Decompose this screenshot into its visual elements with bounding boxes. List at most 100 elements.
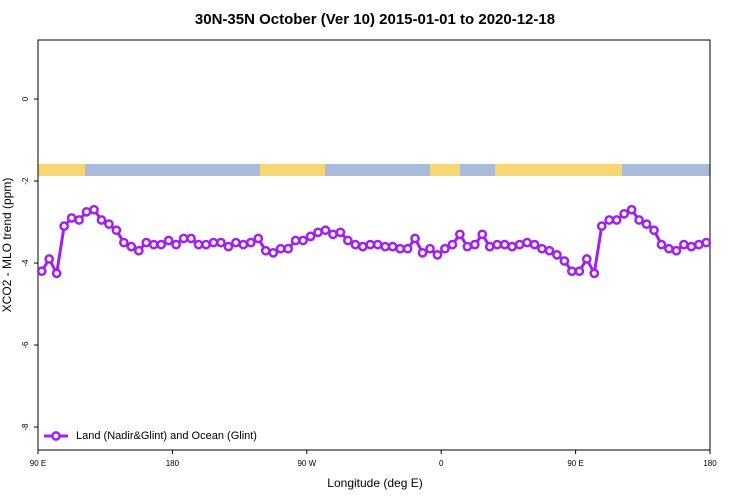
data-point bbox=[462, 241, 473, 252]
data-point bbox=[343, 235, 353, 246]
data-point bbox=[596, 221, 607, 231]
data-point bbox=[537, 243, 547, 254]
x-tick-label: 90 W bbox=[297, 459, 316, 468]
data-point bbox=[59, 221, 69, 231]
data-point bbox=[223, 241, 234, 252]
data-point bbox=[141, 237, 152, 248]
data-point bbox=[231, 237, 241, 248]
data-point bbox=[664, 243, 674, 254]
data-point bbox=[193, 239, 204, 250]
data-point bbox=[656, 239, 667, 250]
data-point bbox=[425, 243, 435, 254]
data-point bbox=[440, 243, 450, 254]
data-point bbox=[283, 243, 293, 254]
data-point bbox=[171, 239, 181, 250]
data-point bbox=[395, 243, 405, 254]
data-point bbox=[119, 237, 129, 248]
data-point bbox=[253, 233, 264, 244]
data-point bbox=[66, 213, 77, 223]
x-axis-label: Longitude (deg E) bbox=[327, 476, 422, 490]
data-point bbox=[477, 229, 488, 240]
chart-title: 30N-35N October (Ver 10) 2015-01-01 to 2… bbox=[195, 11, 555, 28]
data-point bbox=[372, 239, 383, 250]
data-point bbox=[328, 229, 338, 240]
x-tick-label: 90 E bbox=[567, 459, 583, 468]
y-tick-label: -6 bbox=[21, 341, 30, 349]
data-point bbox=[365, 239, 376, 250]
data-point bbox=[163, 235, 174, 246]
data-point bbox=[238, 239, 249, 250]
data-point bbox=[104, 219, 114, 229]
land-ocean-strip bbox=[38, 164, 710, 176]
data-point bbox=[447, 239, 458, 250]
data-point bbox=[619, 208, 629, 219]
data-point bbox=[492, 239, 503, 250]
data-point bbox=[514, 239, 525, 250]
data-point bbox=[290, 235, 301, 246]
x-tick-label: 180 bbox=[166, 459, 180, 468]
data-point bbox=[529, 239, 540, 250]
legend-label: Land (Nadir&Glint) and Ocean (Glint) bbox=[76, 430, 257, 442]
data-point bbox=[335, 227, 346, 238]
data-point bbox=[245, 237, 256, 248]
data-point bbox=[96, 215, 107, 225]
data-point bbox=[133, 245, 144, 256]
data-point bbox=[402, 243, 413, 254]
data-point bbox=[126, 241, 137, 252]
data-point bbox=[268, 247, 279, 258]
data-point bbox=[641, 219, 652, 229]
data-point bbox=[604, 215, 615, 225]
data-point bbox=[544, 245, 555, 256]
data-point bbox=[679, 239, 689, 250]
data-point bbox=[298, 235, 308, 246]
data-point bbox=[686, 241, 697, 252]
data-point bbox=[559, 256, 570, 266]
data-point bbox=[634, 215, 644, 225]
data-point bbox=[380, 241, 391, 252]
data-point bbox=[693, 239, 704, 250]
data-point bbox=[410, 233, 420, 244]
data-point bbox=[51, 268, 62, 279]
data-point bbox=[36, 266, 47, 277]
data-point bbox=[260, 245, 271, 256]
data-point bbox=[350, 239, 361, 250]
data-point bbox=[201, 239, 211, 250]
data-point bbox=[216, 237, 226, 248]
data-point bbox=[313, 227, 323, 238]
data-point bbox=[671, 245, 682, 256]
data-point bbox=[208, 237, 219, 248]
data-point bbox=[626, 204, 637, 215]
data-point bbox=[499, 239, 510, 250]
y-tick-label: -8 bbox=[21, 423, 30, 431]
y-tick-label: 0 bbox=[21, 96, 30, 101]
x-tick-label: 0 bbox=[439, 459, 444, 468]
data-point bbox=[89, 204, 99, 215]
data-point bbox=[649, 225, 659, 236]
data-point bbox=[357, 241, 368, 252]
data-point bbox=[469, 239, 480, 250]
data-point bbox=[552, 249, 562, 260]
data-point bbox=[507, 241, 517, 252]
data-point bbox=[432, 249, 443, 260]
data-point bbox=[186, 233, 196, 244]
data-point bbox=[484, 241, 495, 252]
data-point bbox=[417, 247, 428, 258]
legend-marker bbox=[51, 431, 61, 441]
y-axis-label: XCO2 - MLO trend (ppm) bbox=[0, 178, 14, 313]
data-point bbox=[74, 215, 84, 225]
data-point bbox=[455, 229, 465, 240]
data-point bbox=[111, 225, 122, 236]
data-point bbox=[320, 225, 331, 236]
data-point bbox=[567, 266, 577, 277]
data-point bbox=[522, 237, 532, 248]
data-point bbox=[574, 266, 585, 277]
data-point bbox=[387, 241, 398, 252]
data-point bbox=[81, 206, 92, 217]
data-point bbox=[701, 237, 712, 248]
data-point bbox=[589, 268, 600, 279]
data-point bbox=[611, 215, 622, 225]
data-point bbox=[44, 254, 55, 264]
data-point bbox=[275, 243, 286, 254]
y-tick-label: -4 bbox=[21, 259, 30, 267]
